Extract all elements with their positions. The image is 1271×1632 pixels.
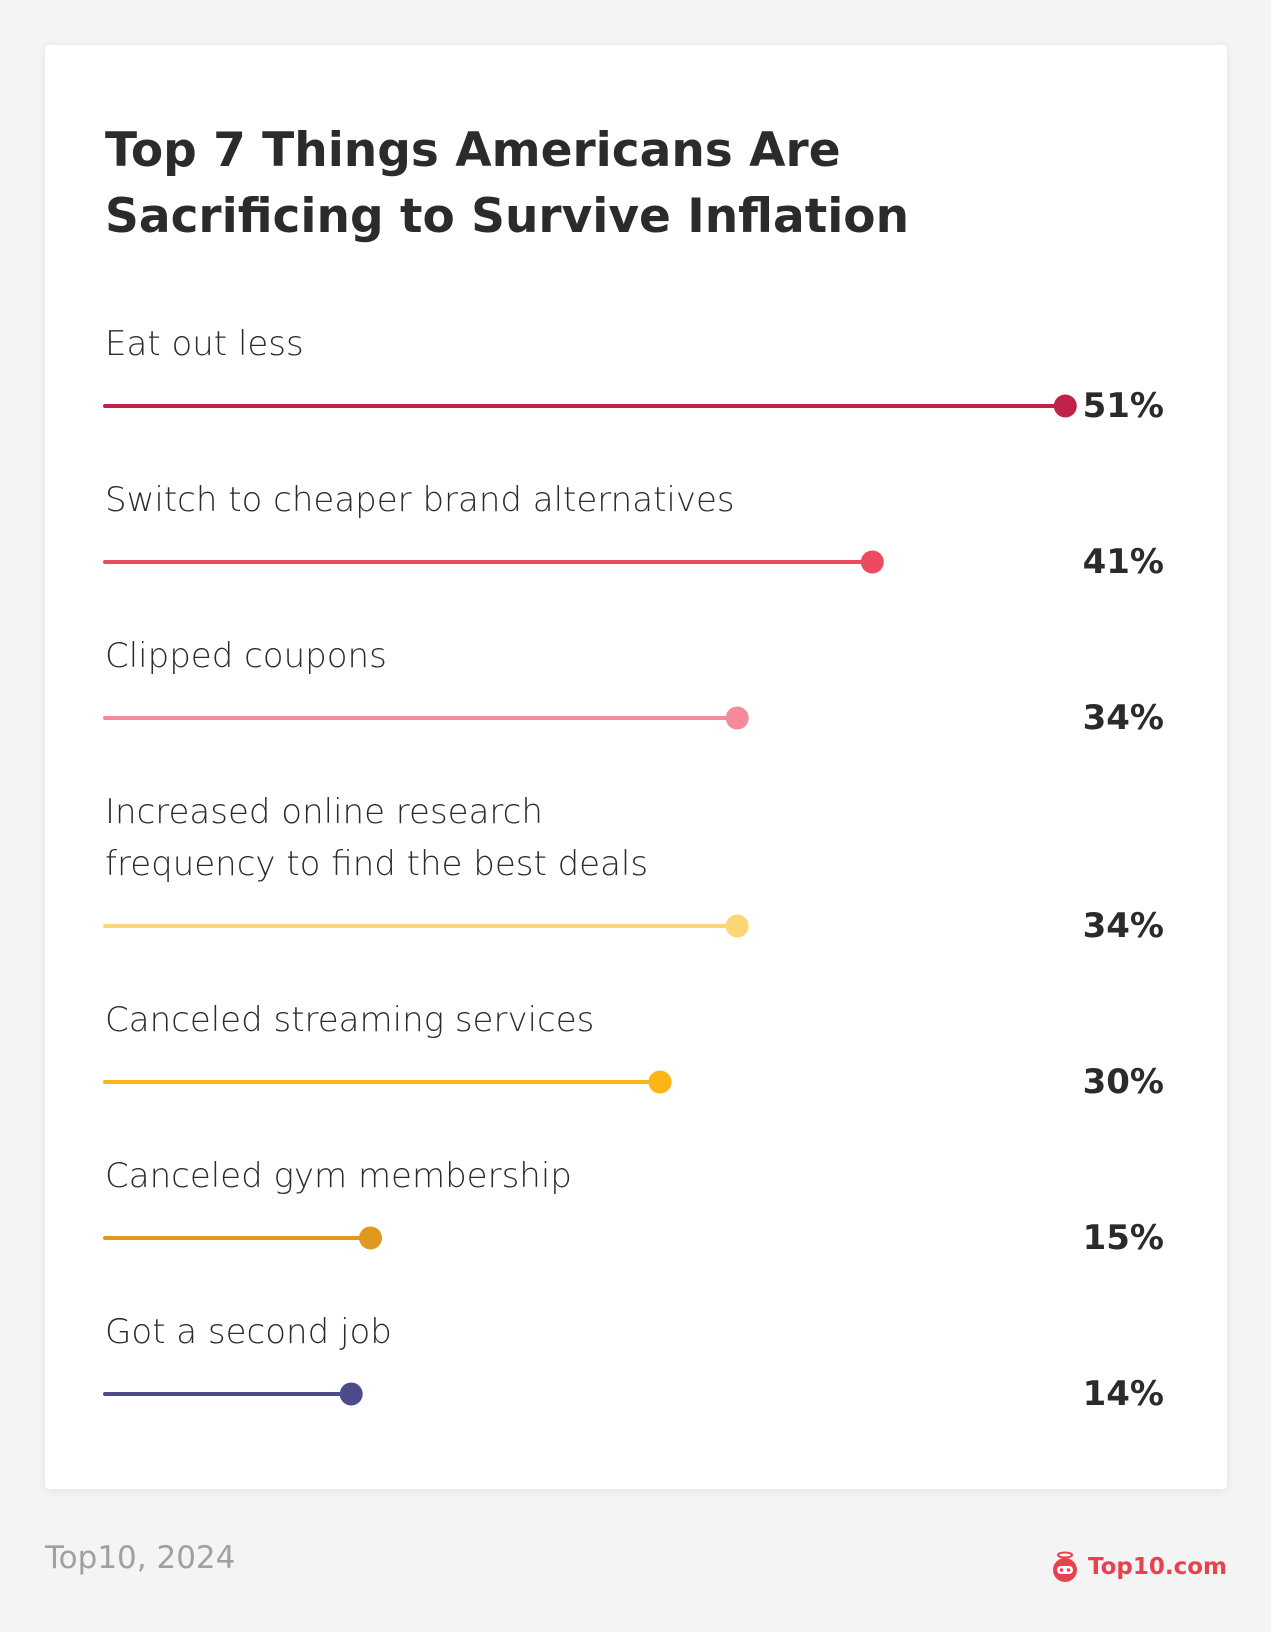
- chart-title: Top 7 Things Americans Are Sacrificing t…: [105, 123, 910, 244]
- logo: Top10.com: [1048, 1550, 1227, 1584]
- lollipop-dot: [1053, 394, 1077, 418]
- logo-icon: [1052, 1551, 1077, 1582]
- category-label: Increased online research frequency to f…: [105, 792, 649, 884]
- value-label: 41%: [1082, 542, 1164, 582]
- value-label: 14%: [1082, 1374, 1164, 1414]
- value-label: 30%: [1082, 1062, 1164, 1102]
- lollipop-dot: [725, 706, 749, 730]
- value-label: 34%: [1082, 906, 1164, 946]
- lollipop-dot: [648, 1070, 672, 1094]
- lollipop-dot: [860, 550, 884, 574]
- value-label: 15%: [1082, 1218, 1164, 1258]
- value-label: 34%: [1082, 698, 1164, 738]
- category-label: Canceled gym membership: [105, 1156, 572, 1196]
- lollipop-dot: [339, 1382, 363, 1406]
- value-label: 51%: [1082, 386, 1164, 426]
- category-label: Clipped coupons: [105, 636, 387, 676]
- lollipop-dot: [725, 914, 749, 938]
- logo-text: Top10.com: [1087, 1554, 1227, 1580]
- source: Top10, 2024: [45, 1540, 236, 1576]
- category-label: Eat out less: [105, 324, 304, 364]
- card: [45, 45, 1227, 1489]
- category-label: Canceled streaming services: [105, 1000, 595, 1040]
- category-label: Got a second job: [105, 1312, 392, 1352]
- category-label: Switch to cheaper brand alternatives: [105, 480, 735, 520]
- lollipop-dot: [359, 1226, 382, 1250]
